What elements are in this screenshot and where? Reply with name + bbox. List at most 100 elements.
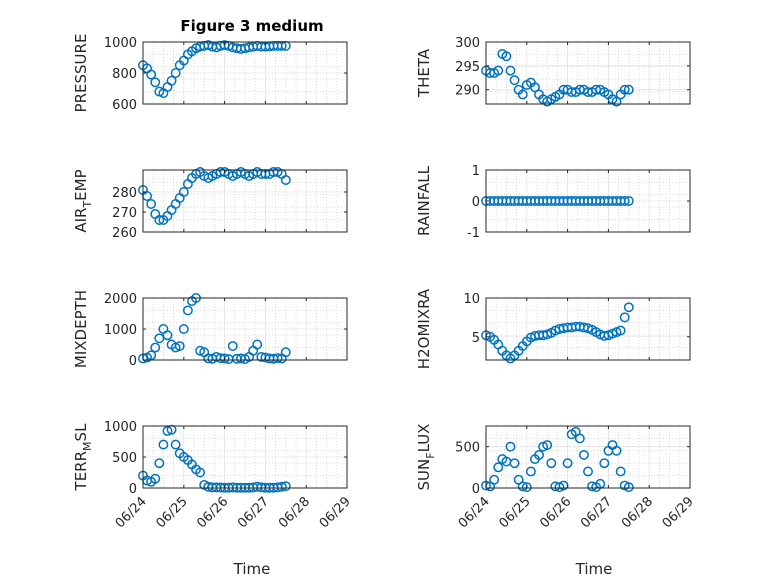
x-tick-label: 06/28 [619, 494, 656, 531]
y-axis-label: RAINFALL [415, 165, 433, 236]
data-point [607, 440, 618, 450]
data-point [623, 196, 634, 206]
data-point [154, 458, 165, 469]
axes-frame [142, 169, 348, 233]
data-point [574, 433, 585, 444]
x-tick-label: 06/24 [113, 494, 150, 531]
data-point [489, 474, 500, 485]
axes-frame [485, 297, 691, 361]
data-point [162, 330, 173, 341]
y-tick-label: 270 [112, 206, 137, 221]
data-point [276, 481, 287, 492]
data-point [546, 458, 557, 469]
y-axis-label: PRESSURE [72, 34, 90, 113]
data-point [599, 458, 610, 469]
data-point [150, 209, 161, 219]
data-point [227, 341, 238, 351]
y-tick-label: 600 [112, 98, 137, 113]
data-point [615, 466, 626, 477]
data-point [517, 89, 528, 100]
data-point [162, 426, 173, 436]
y-tick-label: 260 [112, 226, 137, 241]
data-point [525, 466, 536, 477]
data-point [150, 77, 161, 88]
y-tick-label: 0 [129, 482, 137, 497]
data-point [583, 466, 593, 477]
y-axis-label: MIXDEPTH [72, 290, 90, 368]
y-tick-label: 295 [455, 60, 480, 75]
data-point [280, 347, 291, 358]
panel-5: 0 1000 2000 MIXDEPTH [72, 290, 348, 369]
x-tick-label: 06/24 [456, 494, 493, 531]
panel-1: 600 800 1000 PRESSURE [72, 34, 348, 113]
data-point [493, 65, 504, 76]
data-point [146, 199, 157, 209]
y-tick-label: 0 [472, 482, 480, 497]
y-tick-label: 280 [112, 186, 137, 201]
data-point [530, 82, 540, 93]
panel-7: 0 500 1000 06/24 06/25 06/26 06/27 06/28 06/29 TE… [72, 420, 354, 531]
data-point [623, 482, 634, 493]
data-point [158, 439, 169, 450]
data-point [493, 462, 504, 473]
data-point [611, 445, 622, 456]
data-point [182, 305, 193, 316]
y-tick-label: 300 [455, 36, 480, 51]
data-point [534, 449, 544, 460]
x-tick-label: 06/26 [194, 494, 231, 531]
x-axis-label-left: Time [233, 560, 271, 578]
axes-frame [485, 41, 691, 105]
y-tick-label: 290 [455, 84, 480, 99]
data-point [562, 458, 573, 469]
data-point [146, 69, 157, 80]
data-point [166, 75, 177, 86]
data-point [509, 458, 520, 469]
data-point [166, 205, 177, 215]
data-point [150, 473, 161, 484]
data-point [619, 196, 630, 206]
panel-6: 5 10 H2OMIXRA [415, 288, 691, 369]
data-point [252, 339, 263, 350]
x-tick-label: 06/27 [578, 494, 615, 531]
y-axis-label: THETA [415, 48, 433, 98]
data-point [615, 325, 626, 336]
data-point [619, 84, 630, 95]
y-axis-label: H2OMIXRA [415, 288, 433, 369]
y-tick-label: 1000 [104, 323, 137, 338]
data-point [623, 84, 634, 95]
data-point [195, 467, 206, 478]
panel-4: -1 0 1 RAINFALL [415, 164, 691, 241]
y-axis-label: TERRMSL [72, 423, 94, 492]
data-point [170, 439, 181, 450]
data-point [578, 449, 589, 460]
panel-2: 290 295 300 THETA [415, 36, 691, 107]
y-tick-label: 5 [472, 331, 480, 346]
data-point [142, 191, 153, 201]
data-point [219, 353, 230, 364]
y-tick-label: 500 [112, 451, 137, 466]
y-tick-label: 500 [455, 441, 480, 456]
data-point [505, 441, 516, 452]
data-point [150, 342, 161, 353]
x-axis-label-right: Time [575, 560, 613, 578]
x-tick-label: 06/29 [317, 494, 354, 531]
data-point [542, 440, 553, 450]
data-point [501, 51, 512, 62]
y-tick-label: 1 [472, 164, 480, 179]
y-tick-label: 0 [129, 354, 137, 369]
data-point [154, 215, 165, 225]
data-point [182, 179, 193, 189]
y-tick-label: 10 [463, 292, 480, 307]
y-tick-label: 800 [112, 67, 137, 82]
y-axis-label: AIRTEMP [72, 169, 94, 232]
y-axis-label: SUNFLUX [415, 424, 437, 491]
data-point [280, 481, 291, 492]
x-tick-label: 06/27 [235, 494, 272, 531]
axes-frame [485, 425, 691, 489]
y-tick-label: 0 [472, 195, 480, 210]
data-point [619, 312, 630, 323]
data-point [280, 175, 291, 185]
x-tick-label: 06/25 [497, 494, 534, 531]
x-tick-label: 06/26 [537, 494, 574, 531]
